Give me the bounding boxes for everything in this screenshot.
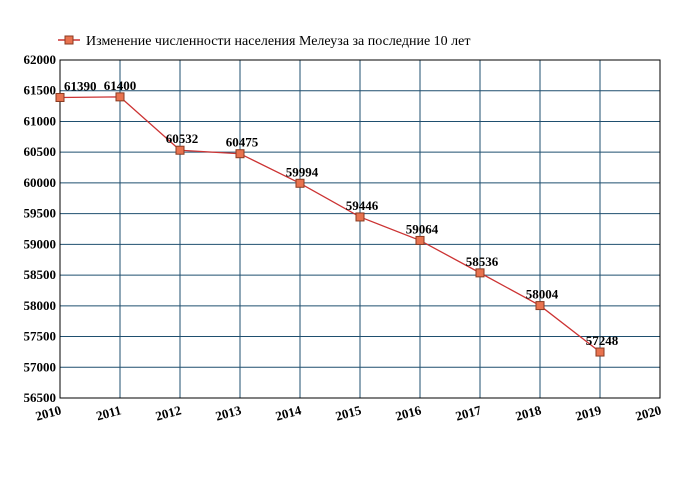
y-tick-label: 57000 (24, 359, 57, 374)
y-axis-ticks: 56500 57000 57500 58000 58500 59000 59500 60000… (24, 52, 57, 405)
data-label: 58004 (526, 287, 559, 302)
legend-marker (64, 35, 74, 45)
x-tick-label: 2018 (514, 402, 543, 423)
x-tick-label: 2014 (274, 402, 303, 423)
data-point (355, 212, 365, 222)
data-label: 57248 (586, 333, 619, 348)
y-tick-label: 59500 (24, 206, 57, 221)
y-tick-label: 62000 (24, 52, 57, 67)
x-tick-label: 2017 (454, 402, 483, 423)
y-tick-label: 57500 (24, 329, 57, 344)
data-point (475, 268, 485, 278)
x-tick-label: 2015 (334, 402, 363, 423)
x-tick-label: 2019 (574, 402, 603, 423)
plot-border (59, 59, 661, 399)
y-tick-label: 59000 (24, 236, 57, 251)
data-point (55, 92, 65, 102)
series-line (59, 96, 601, 353)
data-label: 61400 (104, 78, 137, 93)
data-point (175, 145, 185, 155)
series-group (55, 92, 605, 357)
data-point (235, 149, 245, 159)
data-label: 59446 (346, 198, 379, 213)
data-point (295, 178, 305, 188)
chart-grid (59, 59, 661, 399)
x-tick-label: 2016 (394, 402, 423, 423)
y-tick-label: 58500 (24, 267, 57, 282)
data-label: 60475 (226, 135, 259, 150)
x-axis-ticks: 2010 2011 2012 2013 2014 2015 2016 2017 2018 2019… (34, 402, 663, 423)
data-point (595, 347, 605, 357)
data-label: 61390 (64, 78, 97, 93)
data-label: 59064 (406, 221, 439, 236)
x-tick-label: 2012 (154, 402, 183, 423)
y-tick-label: 58000 (24, 298, 57, 313)
data-labels-group: 61390 61400 60532 60475 59994 59446 59064 58536… (64, 78, 619, 348)
x-tick-label: 2020 (634, 402, 663, 423)
data-label: 59994 (286, 164, 319, 179)
x-tick-label: 2011 (94, 402, 122, 423)
data-point (415, 235, 425, 245)
y-tick-label: 60000 (24, 175, 57, 190)
data-point (115, 92, 125, 102)
data-label: 58536 (466, 254, 499, 269)
x-tick-label: 2013 (214, 402, 243, 423)
y-tick-label: 56500 (24, 390, 57, 405)
y-tick-label: 60500 (24, 144, 57, 159)
data-label: 60532 (166, 131, 199, 146)
data-point (535, 301, 545, 311)
x-tick-label: 2010 (34, 402, 63, 423)
legend-label: Изменение численности населения Мелеуза … (86, 34, 470, 49)
y-tick-label: 61500 (24, 83, 57, 98)
chart-legend: Изменение численности населения Мелеуза … (58, 34, 470, 49)
y-tick-label: 61000 (24, 113, 57, 128)
